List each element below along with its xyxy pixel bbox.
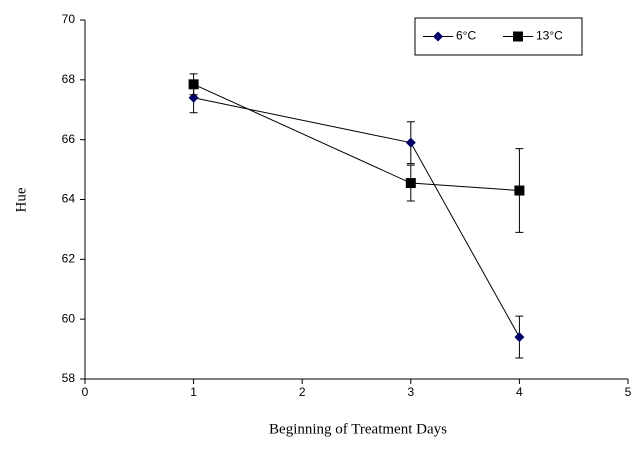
x-tick-label: 0 bbox=[82, 385, 89, 399]
legend-marker bbox=[433, 31, 443, 42]
y-tick-label: 68 bbox=[62, 72, 76, 86]
y-tick-label: 60 bbox=[62, 311, 76, 325]
y-tick-label: 64 bbox=[62, 192, 76, 206]
x-tick-label: 3 bbox=[407, 385, 414, 399]
point bbox=[514, 332, 525, 343]
y-tick-label: 58 bbox=[62, 371, 76, 385]
point bbox=[405, 137, 416, 148]
x-tick-label: 2 bbox=[299, 385, 306, 399]
legend-label: 6°C bbox=[456, 29, 476, 43]
legend-marker bbox=[513, 31, 523, 42]
point bbox=[188, 79, 199, 90]
legend-label: 13°C bbox=[536, 29, 563, 43]
x-tick-label: 5 bbox=[625, 385, 632, 399]
point bbox=[405, 178, 416, 189]
x-tick-label: 4 bbox=[516, 385, 523, 399]
series-line bbox=[193, 97, 520, 338]
legend-box bbox=[414, 17, 583, 56]
x-tick-label: 1 bbox=[190, 385, 197, 399]
point bbox=[514, 185, 525, 196]
y-tick-label: 70 bbox=[62, 12, 76, 26]
y-tick-label: 66 bbox=[62, 132, 76, 146]
y-tick-label: 62 bbox=[62, 252, 76, 266]
y-axis-label: Hue bbox=[13, 187, 29, 212]
x-axis-label: Beginning of Treatment Days bbox=[269, 421, 447, 437]
series-line bbox=[193, 83, 520, 192]
